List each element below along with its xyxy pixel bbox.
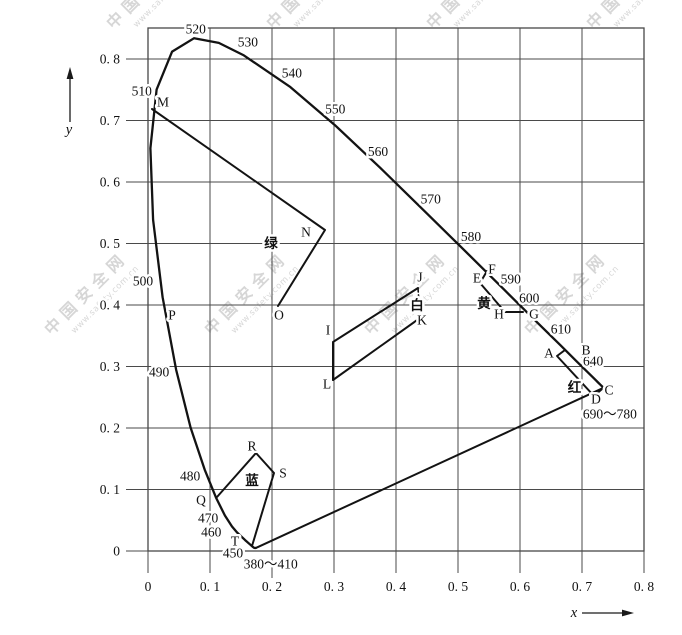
point-label-D: D <box>591 391 601 406</box>
point-label-T: T <box>231 533 240 548</box>
axis-arrows: yx <box>64 67 634 621</box>
x-tick-label: 0. 4 <box>386 579 407 594</box>
y-tick-label: 0. 5 <box>100 236 121 251</box>
region-white-boundary <box>332 287 419 381</box>
y-tick-label: 0. 2 <box>100 421 120 436</box>
y-axis-arrow-icon <box>66 67 74 79</box>
region-yellow-boundary <box>479 270 524 313</box>
point-label-H: H <box>494 306 504 321</box>
x-tick-label: 0. 7 <box>572 579 593 594</box>
point-label-L: L <box>323 377 331 392</box>
wavelength-label-490: 490 <box>149 365 170 380</box>
region-white-boundary <box>332 317 421 381</box>
point-label-G: G <box>529 306 539 321</box>
point-label-R: R <box>247 439 256 454</box>
point-label-K: K <box>417 313 427 328</box>
wavelength-label-460: 460 <box>201 524 222 539</box>
x-tick-label: 0. 3 <box>324 579 345 594</box>
point-label-S: S <box>279 466 287 481</box>
purple-boundary-line <box>254 386 605 549</box>
wavelength-label-450: 450 <box>223 545 244 560</box>
wavelength-label-590: 590 <box>501 272 522 287</box>
point-label-O: O <box>274 308 284 323</box>
x-tick-label: 0. 5 <box>448 579 469 594</box>
y-tick-label: 0 <box>113 544 120 559</box>
region-white-boundary <box>417 287 421 319</box>
point-label-Q: Q <box>196 493 206 508</box>
point-label-P: P <box>168 308 176 323</box>
y-tick-label: 0. 1 <box>100 482 120 497</box>
y-tick-label: 0. 7 <box>100 113 121 128</box>
region-red-boundary <box>556 349 605 397</box>
wavelength-label-380～410: 380～410 <box>244 556 298 571</box>
x-axis-arrow-icon <box>622 609 634 617</box>
region-green-boundary <box>151 108 326 307</box>
y-tick-label: 0. 4 <box>100 298 121 313</box>
wavelength-label-580: 580 <box>461 229 482 244</box>
wavelength-label-570: 570 <box>421 192 442 207</box>
grid <box>126 27 645 578</box>
x-tick-label: 0. 6 <box>510 579 531 594</box>
point-label-A: A <box>544 345 554 360</box>
region-label-red: 红 <box>568 379 582 396</box>
wavelength-label-550: 550 <box>325 101 346 116</box>
point-label-I: I <box>326 323 331 338</box>
wavelength-label-540: 540 <box>282 66 303 81</box>
wavelength-label-520: 520 <box>186 21 207 36</box>
y-tick-label: 0. 6 <box>100 175 121 190</box>
y-tick-label: 0. 8 <box>100 52 121 67</box>
wavelength-label-640: 640 <box>583 353 604 368</box>
point-label-J: J <box>417 270 422 285</box>
x-axis-label: x <box>570 605 578 621</box>
region-label-blue: 蓝 <box>245 472 259 489</box>
wavelength-label-500: 500 <box>133 274 154 289</box>
region-label-green: 绿 <box>264 235 278 252</box>
region-label-white: 白 <box>410 297 424 314</box>
region-blue-boundary <box>216 452 275 547</box>
point-label-B: B <box>582 343 591 358</box>
wavelength-label-470: 470 <box>198 510 219 525</box>
x-tick-label: 0. 2 <box>262 579 282 594</box>
point-label-N: N <box>301 224 311 239</box>
point-label-E: E <box>473 271 481 286</box>
x-tick-label: 0. 1 <box>200 579 220 594</box>
wavelength-label-560: 560 <box>368 144 389 159</box>
point-label-F: F <box>488 262 496 277</box>
spectral-locus <box>149 37 605 550</box>
x-tick-label: 0. 8 <box>634 579 655 594</box>
wavelength-label-530: 530 <box>238 34 259 49</box>
point-label-C: C <box>604 382 613 397</box>
wavelength-label-600: 600 <box>519 291 540 306</box>
region-label-yellow: 黄 <box>477 295 491 312</box>
x-tick-label: 0 <box>145 579 152 594</box>
wavelength-label-480: 480 <box>180 468 201 483</box>
wavelength-label-610: 610 <box>551 321 572 336</box>
y-axis-label: y <box>64 122 73 138</box>
wavelength-label-510: 510 <box>132 83 153 98</box>
point-label-M: M <box>157 94 169 109</box>
wavelength-label-690～780: 690～780 <box>583 406 637 421</box>
y-tick-label: 0. 3 <box>100 359 121 374</box>
